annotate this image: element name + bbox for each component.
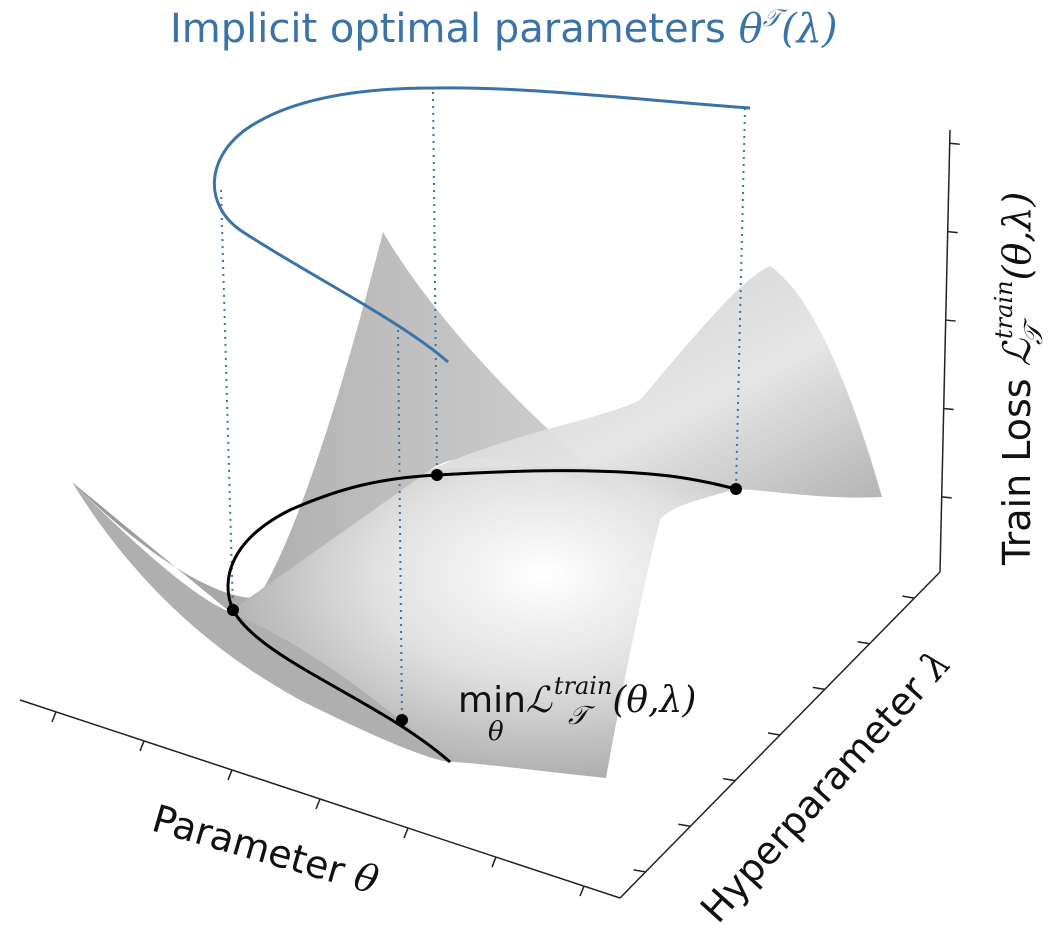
x-axis-tick	[491, 856, 497, 868]
z-axis-line	[939, 129, 951, 573]
x-axis-label: Parameter θ	[148, 796, 384, 902]
z-axis-tick	[943, 407, 954, 411]
surface-left-sheet	[72, 232, 640, 612]
minimum-points	[227, 469, 742, 726]
surface-right-sheet	[430, 266, 882, 498]
surface-front-sheet	[230, 466, 735, 778]
z-label-super: train	[990, 280, 1018, 339]
y-axis-label: Hyperparameter λ	[692, 641, 960, 931]
x-axis-tick	[579, 885, 585, 897]
y-axis-tick	[723, 777, 736, 782]
min-point-2	[396, 714, 408, 726]
projection-line-4	[735, 107, 746, 490]
min-point-1	[227, 604, 239, 616]
y-axis-tick	[767, 732, 781, 736]
y-axis-tick	[857, 640, 870, 645]
implicit-optimal-curve	[212, 86, 751, 364]
annot-train: train	[554, 672, 613, 700]
title-arg: (λ)	[781, 6, 838, 52]
chart-title: Implicit optimal parameters θ𝒯(λ)	[170, 4, 838, 52]
y-label-text: Hyperparameter	[692, 659, 943, 931]
z-axis-label: Train Loss ℒtrain(θ,λ)	[990, 192, 1039, 566]
z-label-text: Train Loss	[995, 366, 1039, 566]
x-axis-tick	[403, 827, 409, 839]
min-annotation: minℒtrain(θ,λ)	[458, 672, 696, 721]
title-text: Implicit optimal parameters	[170, 6, 739, 52]
z-axis-tick	[947, 230, 958, 234]
min-point-3	[431, 469, 443, 481]
axis-ticks	[51, 142, 960, 897]
z-label-sub: 𝒯	[1019, 317, 1049, 345]
z-axis-tick	[941, 496, 952, 499]
z-axis-tick	[945, 319, 956, 322]
z-label-symbol: ℒ	[995, 337, 1039, 366]
min-point-4	[730, 483, 742, 495]
surface-bottom-lip	[72, 482, 450, 762]
y-axis-tick	[633, 869, 646, 873]
x-axis-tick	[227, 769, 233, 781]
y-axis-tick	[678, 823, 691, 828]
minimum-curve	[226, 469, 737, 764]
y-axis-tick	[902, 595, 915, 599]
x-axis-tick	[139, 740, 145, 752]
projection-lines	[220, 91, 746, 721]
annot-args: (θ,λ)	[612, 680, 696, 721]
projection-line-3	[432, 91, 438, 476]
projection-line-1	[220, 189, 234, 611]
z-axis-tick	[949, 142, 960, 146]
loss-surface	[72, 232, 882, 778]
z-label-arg: (θ,λ)	[995, 192, 1039, 281]
x-label-text: Parameter	[148, 796, 362, 896]
title-theta: θ	[739, 6, 763, 52]
x-axis-tick	[315, 798, 321, 810]
x-axis-tick	[51, 711, 57, 723]
y-axis-tick	[812, 686, 825, 691]
annot-min: min	[458, 680, 526, 721]
annot-theta-sub: θ	[488, 717, 504, 747]
annot-script-l: ℒ	[526, 680, 553, 721]
